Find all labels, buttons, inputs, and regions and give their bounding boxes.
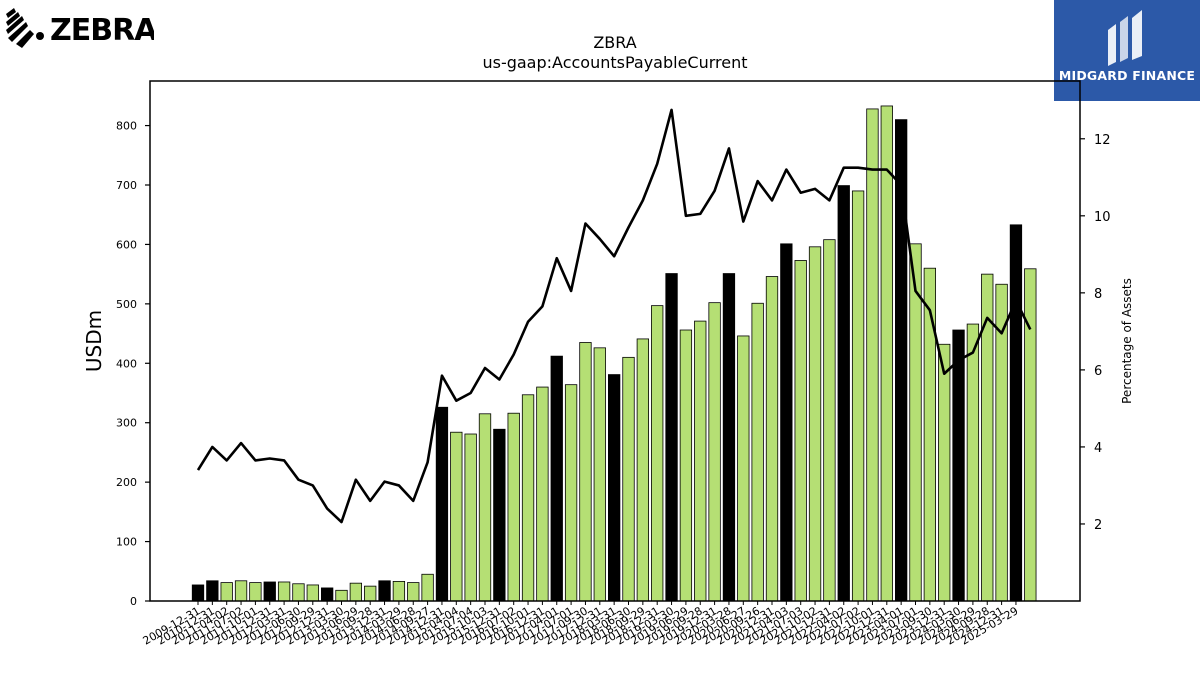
bar [234,580,248,602]
bar [507,412,520,602]
bar [450,431,463,602]
y-axis-right: 2 4 6 8 10 12 [1080,133,1111,533]
y2-tick-label: 10 [1094,210,1111,225]
bar [421,573,434,602]
bar [335,589,348,602]
bar [292,583,305,602]
bar [823,239,836,602]
y-axis-label: USDm [82,310,106,372]
bar [277,581,291,602]
bar [364,585,377,602]
bar [780,243,793,602]
bar [679,329,693,602]
y-tick-label: 500 [116,298,137,311]
bar [837,185,850,602]
bar [1009,224,1023,602]
bar [952,329,965,602]
x-axis: 2009-12-312010-12-312011-04-022011-07-02… [141,601,1020,648]
chart-subtitle: us-gaap:AccountsPayableCurrent [482,53,747,72]
line-series [196,108,1032,524]
y2-tick-label: 8 [1094,287,1102,302]
bar [392,580,406,602]
bar [794,260,807,602]
zebra-logo: ZEBRA [6,8,154,48]
brand-name: ZEBRA [50,13,154,48]
bar [722,273,736,602]
plot-frame [149,80,1081,602]
bar [191,584,205,602]
bar [320,587,334,602]
bar [622,356,635,602]
bar [938,343,951,602]
bar [966,323,980,602]
y2-axis-label: Percentage of Assets [1120,278,1134,404]
y2-tick-label: 6 [1094,364,1102,379]
zebra-head-icon [6,8,44,48]
bar [751,302,764,602]
bar [220,582,233,602]
midgard-watermark-text: MIDGARD FINANCE [1058,68,1196,83]
bar [880,105,893,602]
bar [636,338,649,602]
y-tick-label: 200 [116,476,137,489]
y-tick-label: 100 [116,536,137,549]
bar [550,355,563,602]
bar-series [191,105,1037,602]
bar [464,433,477,602]
bar [206,580,219,602]
y-tick-label: 600 [116,238,137,251]
bar [407,582,420,602]
y2-tick-label: 2 [1094,518,1102,533]
bar [263,581,276,602]
bar [923,267,936,602]
bar [694,320,707,602]
y-tick-label: 700 [116,179,137,192]
bar [306,584,319,602]
bar [249,582,262,602]
bar [536,386,549,602]
percentage-line [196,108,1032,524]
bar [579,342,592,602]
midgard-logo-icon [1108,10,1142,66]
bar [808,246,822,602]
bar [608,374,621,602]
bar [521,394,535,602]
bar [593,347,606,602]
bar [349,582,363,602]
bar [765,276,779,602]
chart-title: ZBRA [593,33,636,52]
y-tick-label: 800 [116,120,137,133]
bar [651,305,664,602]
y-tick-label: 300 [116,417,137,430]
bar [665,273,678,602]
bar [866,108,879,602]
bar [564,384,578,602]
y2-tick-label: 12 [1094,133,1111,148]
y2-tick-label: 4 [1094,441,1102,456]
bar [851,190,865,602]
bar [478,413,492,602]
bar [493,428,506,602]
bar [378,580,391,602]
y-tick-label: 0 [130,595,137,608]
bar [435,406,449,602]
midgard-watermark: MIDGARD FINANCE [1054,0,1200,101]
bar [737,335,750,602]
y-tick-label: 400 [116,357,137,370]
bar [708,302,721,602]
y-axis-left: 0 100 200 300 400 500 600 700 800 [116,120,150,608]
